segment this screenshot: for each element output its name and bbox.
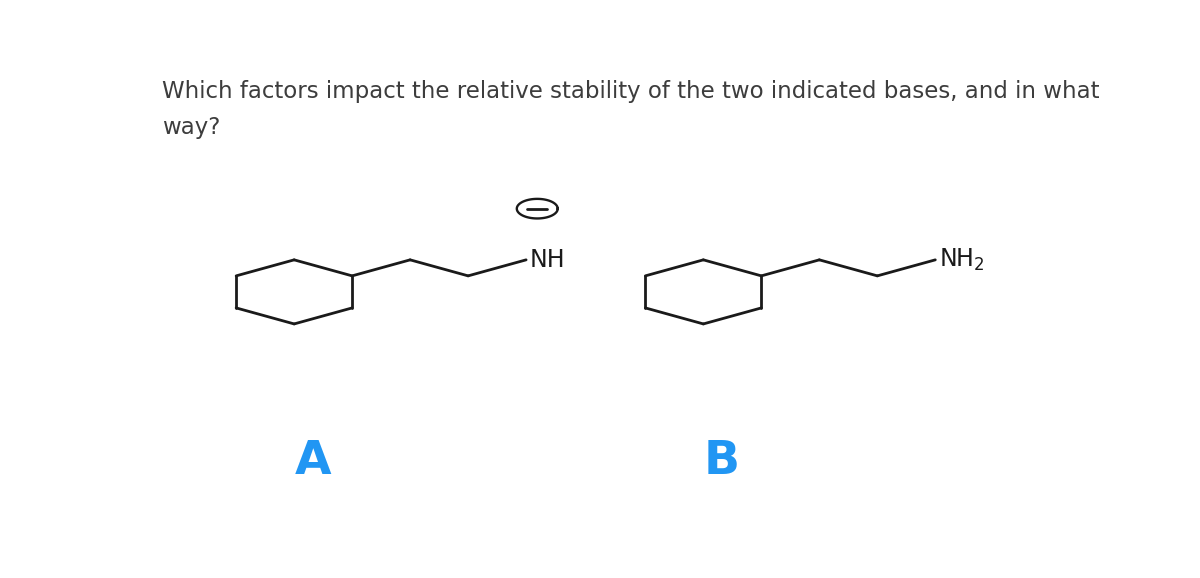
Text: way?: way?	[162, 116, 221, 139]
Text: NH$_2$: NH$_2$	[940, 247, 985, 273]
Text: A: A	[294, 439, 331, 484]
Text: NH: NH	[530, 248, 565, 272]
Text: Which factors impact the relative stability of the two indicated bases, and in w: Which factors impact the relative stabil…	[162, 80, 1099, 103]
Text: B: B	[704, 439, 740, 484]
